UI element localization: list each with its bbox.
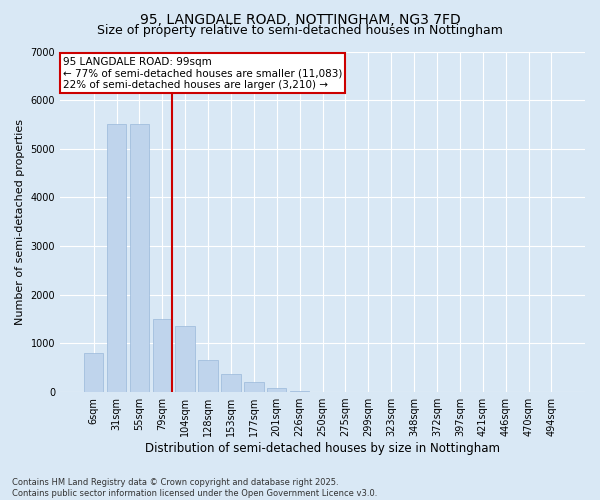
Bar — [290, 391, 310, 392]
Text: Contains HM Land Registry data © Crown copyright and database right 2025.
Contai: Contains HM Land Registry data © Crown c… — [12, 478, 377, 498]
Y-axis label: Number of semi-detached properties: Number of semi-detached properties — [15, 119, 25, 325]
Bar — [221, 374, 241, 392]
Bar — [267, 388, 286, 392]
Bar — [84, 353, 103, 392]
Bar — [199, 360, 218, 392]
Bar — [175, 326, 195, 392]
Bar — [130, 124, 149, 392]
Bar — [107, 124, 126, 392]
Text: Size of property relative to semi-detached houses in Nottingham: Size of property relative to semi-detach… — [97, 24, 503, 37]
Bar — [244, 382, 263, 392]
Text: 95, LANGDALE ROAD, NOTTINGHAM, NG3 7FD: 95, LANGDALE ROAD, NOTTINGHAM, NG3 7FD — [140, 12, 460, 26]
Bar — [152, 319, 172, 392]
Text: 95 LANGDALE ROAD: 99sqm
← 77% of semi-detached houses are smaller (11,083)
22% o: 95 LANGDALE ROAD: 99sqm ← 77% of semi-de… — [62, 56, 342, 90]
X-axis label: Distribution of semi-detached houses by size in Nottingham: Distribution of semi-detached houses by … — [145, 442, 500, 455]
